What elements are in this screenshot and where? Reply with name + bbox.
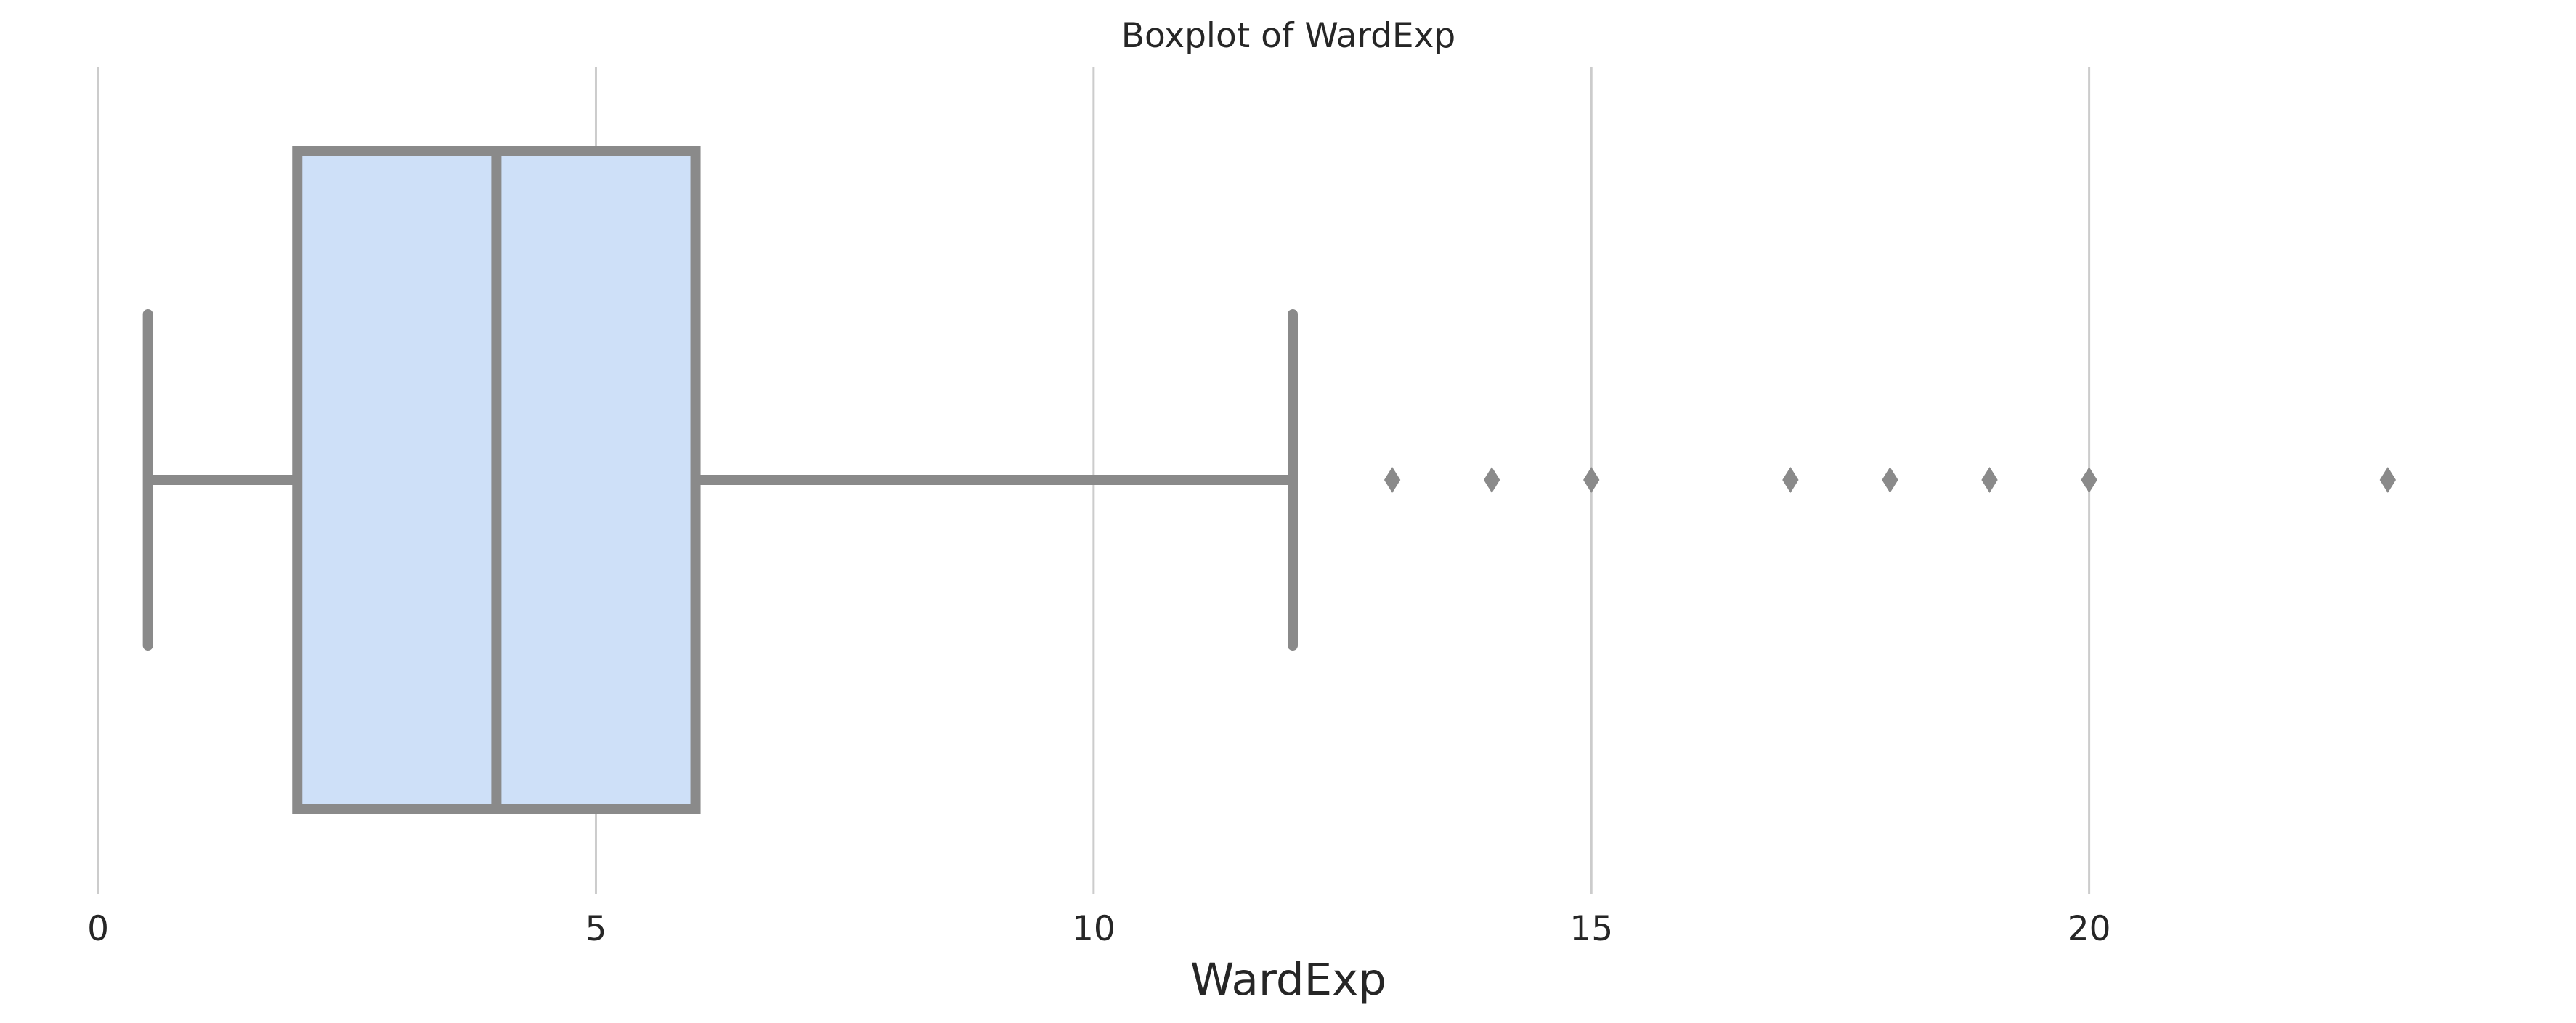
chart-title: Boxplot of WardExp xyxy=(1121,16,1456,56)
x-tick-label-20: 20 xyxy=(2068,909,2111,949)
outlier-point-4 xyxy=(1782,467,1799,493)
outlier-point-5 xyxy=(1882,467,1898,493)
outlier-points xyxy=(1384,467,2397,493)
boxplot xyxy=(142,146,1298,814)
x-tick-label-10: 10 xyxy=(1072,909,1116,949)
x-tick-label-5: 5 xyxy=(585,909,607,949)
outlier-point-3 xyxy=(1583,467,1600,493)
outlier-point-2 xyxy=(1483,467,1500,493)
outlier-point-6 xyxy=(1981,467,1998,493)
x-tick-label-0: 0 xyxy=(87,909,109,949)
outlier-point-1 xyxy=(1384,467,1401,493)
outlier-point-7 xyxy=(2081,467,2097,493)
x-axis-label: WardExp xyxy=(1190,954,1386,1006)
x-tick-labels: 0 5 10 15 20 xyxy=(87,909,2110,949)
x-tick-label-15: 15 xyxy=(1569,909,1613,949)
outlier-point-8 xyxy=(2379,467,2397,493)
